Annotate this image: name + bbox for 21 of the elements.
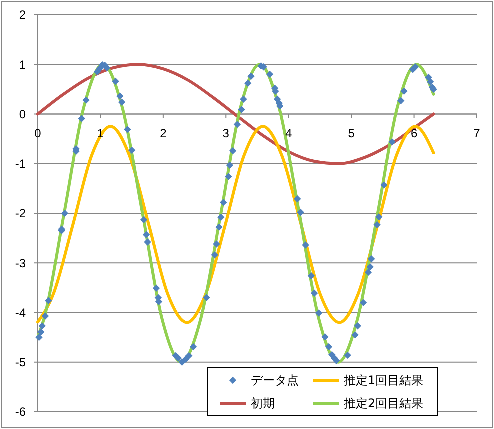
x-tick-label: 1 [97,126,104,140]
x-tick-label: 0 [34,126,42,140]
x-tick-label: 6 [410,126,418,140]
legend-label: 推定2回目結果 [344,396,424,411]
y-tick-label: 1 [19,58,26,72]
legend-label: 推定1回目結果 [344,374,424,388]
x-tick-label: 5 [348,126,356,140]
y-tick-label: 0 [19,107,26,122]
y-tick-label: -3 [15,256,26,270]
y-tick-label: -2 [15,206,26,221]
y-tick-label: -4 [15,306,26,320]
line-series [36,63,436,166]
y-tick-label: 2 [19,8,26,22]
x-tick-label: 7 [474,126,481,140]
y-tick-label: -6 [15,405,26,420]
x-tick-label: 2 [160,126,168,140]
y-tick-label: -5 [15,356,26,370]
x-tick-label: 3 [222,126,230,140]
legend-label: データ点 [251,374,299,388]
legend-label: 初期 [251,396,275,411]
y-tick-label: -1 [15,157,26,172]
